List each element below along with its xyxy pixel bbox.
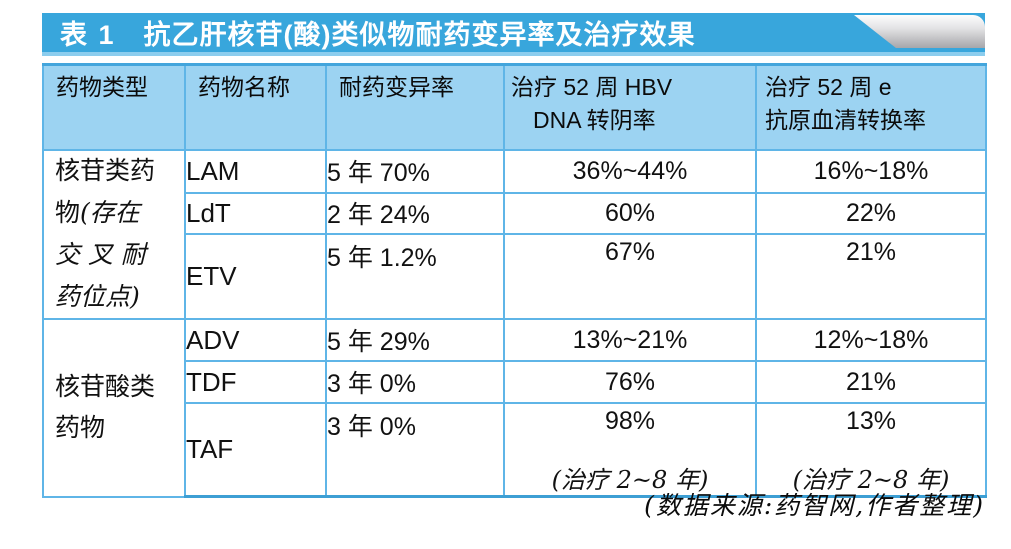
seroconversion-rate-cell: 13% (治疗 2~8 年)	[755, 402, 987, 498]
seroconversion-rate-cell: 12%~18%	[755, 318, 987, 362]
resistance-rate-value: 5 年 1.2%	[327, 243, 437, 272]
cell-note: (治疗 2~8 年)	[551, 466, 709, 494]
cell-value: 98%	[604, 407, 656, 435]
table-title-bar: 表 1 抗乙肝核苷(酸)类似物耐药变异率及治疗效果	[42, 13, 985, 56]
hbv-dna-rate-cell: 67%	[503, 232, 757, 321]
column-header-line: 治疗 52 周 e	[765, 74, 892, 100]
column-header-4: 治疗 52 周 HBV DNA 转阴率	[503, 63, 757, 151]
column-header-line: 抗原血清转换率	[765, 107, 926, 133]
seroconversion-rate-cell: 21%	[755, 360, 987, 404]
drug-name-cell: ADV	[184, 318, 327, 362]
drug-name-cell: LdT	[184, 191, 327, 235]
data-source-note: (数据来源:药智网,作者整理)	[644, 491, 985, 520]
table-header-row: 药物类型 药物名称 耐药变异率 治疗 52 周 HBV DNA 转阴率 治疗 52 周 e…	[42, 63, 987, 151]
column-header-line: 治疗 52 周 HBV	[511, 74, 673, 100]
seroconversion-rate-cell: 22%	[755, 191, 987, 235]
resistance-rate-value: 5 年 70%	[327, 159, 430, 188]
drug-resistance-table: 药物类型 药物名称 耐药变异率 治疗 52 周 HBV DNA 转阴率 治疗 52 周 e…	[42, 63, 987, 498]
cell-note: (治疗 2~8 年)	[792, 466, 950, 494]
drug-type-line: 药位点)	[55, 282, 140, 311]
cell-value: 76%	[604, 367, 656, 396]
table-row-ldt: LdT 2 年 24% 60% 22%	[43, 191, 987, 235]
cell-value: 67%	[604, 237, 656, 266]
drug-name-cell: ETV	[184, 232, 327, 321]
drug-name-cell: TAF	[184, 402, 327, 498]
resistance-rate-value: 3 年 0%	[327, 413, 416, 441]
cell-value: 21%	[845, 237, 897, 266]
drug-type-line: 物(存在	[55, 198, 140, 227]
column-header-line: 耐药变异率	[339, 74, 454, 100]
resistance-rate-cell: 2 年 24%	[325, 191, 505, 235]
table-row-lam: 核苷类药 物(存在交 叉 耐药位点) LAM 5 年 70% 36%~44% 16%~18…	[42, 149, 987, 320]
resistance-rate-cell: 5 年 70%	[325, 149, 505, 194]
resistance-rate-value: 5 年 29%	[327, 328, 430, 356]
seroconversion-rate-cell: 16%~18%	[755, 149, 987, 194]
seroconversion-rate-cell: 21%	[755, 232, 987, 321]
hbv-dna-rate-cell: 98% (治疗 2~8 年)	[503, 402, 757, 498]
column-header-3: 耐药变异率	[325, 63, 505, 151]
column-header-line: 药物名称	[198, 74, 290, 100]
table-number-label: 表 1	[60, 20, 116, 50]
drug-type-line: 核苷类药	[55, 157, 156, 185]
cell-value: 16%~18%	[813, 156, 929, 185]
resistance-rate-value: 2 年 24%	[327, 201, 430, 230]
table-row-tdf: TDF 3 年 0% 76% 21%	[43, 360, 987, 404]
cell-value: 12%~18%	[813, 325, 929, 354]
cell-value: 36%~44%	[572, 156, 688, 185]
column-header-2: 药物名称	[184, 63, 327, 151]
hbv-dna-rate-cell: 76%	[503, 360, 757, 404]
decorative-corner-flag	[854, 15, 985, 48]
drug-type-cell: 核苷酸类 药物	[42, 318, 186, 498]
cell-value: 13%	[845, 407, 897, 435]
resistance-rate-cell: 5 年 1.2%	[325, 232, 505, 321]
resistance-rate-cell: 3 年 0%	[325, 402, 505, 498]
column-header-line: 药物类型	[56, 74, 148, 100]
cell-value: 60%	[604, 198, 656, 227]
table-row-adv: 核苷酸类 药物 ADV 5 年 29% 13%~21% 12%~18%	[42, 318, 987, 498]
hbv-dna-rate-cell: 13%~21%	[503, 318, 757, 362]
column-header-line: DNA 转阴率	[533, 107, 656, 133]
hbv-dna-rate-cell: 60%	[503, 191, 757, 235]
resistance-rate-value: 3 年 0%	[327, 370, 416, 398]
drug-type-cell: 核苷类药物(存在交 叉 耐药位点)	[42, 149, 186, 320]
resistance-rate-cell: 3 年 0%	[325, 360, 505, 404]
cell-value: 21%	[845, 367, 897, 396]
table-title-text: 抗乙肝核苷(酸)类似物耐药变异率及治疗效果	[143, 20, 696, 50]
drug-name-cell: LAM	[184, 149, 327, 194]
drug-type-line: 核苷酸类	[55, 372, 156, 401]
drug-name-cell: TDF	[184, 360, 327, 404]
drug-type-line: 交 叉 耐	[55, 240, 146, 269]
cell-value: 13%~21%	[572, 325, 688, 354]
cell-value: 22%	[845, 198, 897, 227]
hbv-dna-rate-cell: 36%~44%	[503, 149, 757, 194]
table-row-taf: TAF 3 年 0% 98% (治疗 2~8 年) 13% (治疗 2~8 年)	[43, 402, 987, 498]
table-row-etv: ETV 5 年 1.2% 67% 21%	[43, 232, 987, 321]
drug-type-line: 药物	[55, 413, 106, 442]
resistance-rate-cell: 5 年 29%	[325, 318, 505, 362]
column-header-1: 药物类型	[42, 63, 186, 151]
column-header-5: 治疗 52 周 e 抗原血清转换率	[755, 63, 987, 151]
